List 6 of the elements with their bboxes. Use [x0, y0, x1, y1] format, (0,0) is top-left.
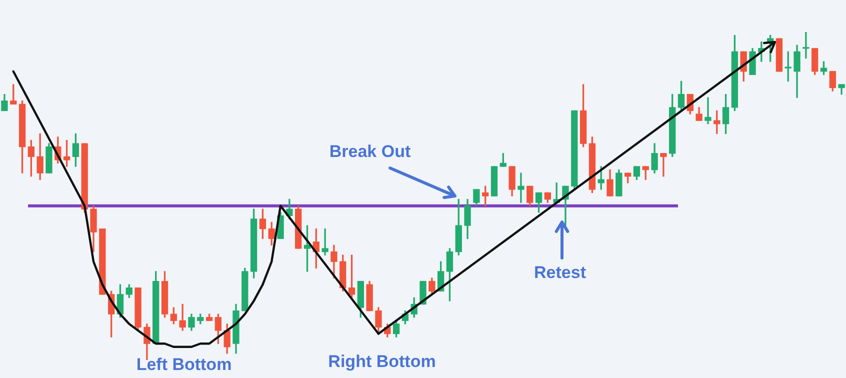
candlestick [490, 166, 498, 196]
annotation: Left Bottom [136, 355, 232, 375]
annotation: Right Bottom [328, 352, 436, 372]
candlestick [776, 38, 783, 72]
annotation: Break Out [329, 142, 411, 162]
annotation: Retest [534, 263, 586, 283]
